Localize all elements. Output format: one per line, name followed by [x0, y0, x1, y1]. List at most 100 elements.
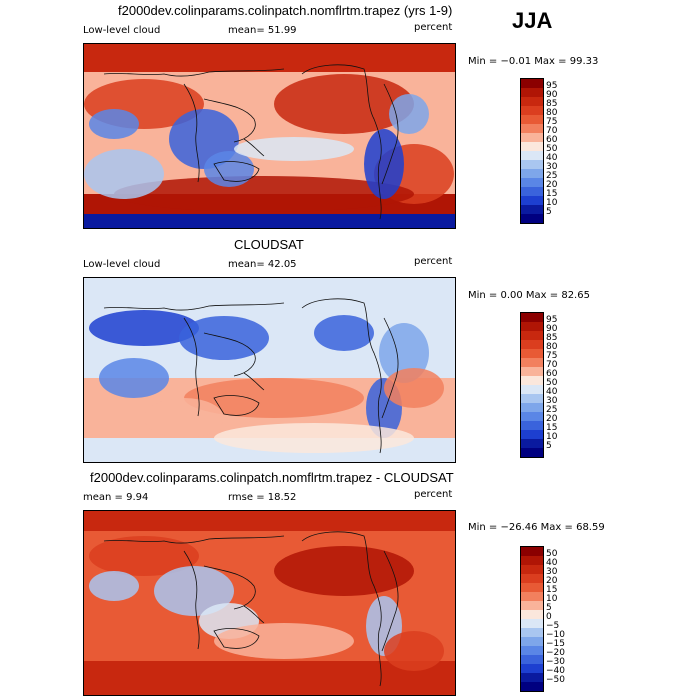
- colorbar-level-label: 25: [546, 171, 558, 181]
- colorbar-level-label: 40: [546, 387, 558, 397]
- colorbar-level-label: 85: [546, 333, 558, 343]
- colorbar-level-label: 60: [546, 369, 558, 379]
- season-label: JJA: [512, 8, 553, 33]
- panel1-title: f2000dev.colinparams.colinpatch.nomflrtm…: [118, 3, 453, 18]
- panel2-colorbar: [520, 312, 544, 458]
- colorbar-level-label: 10: [546, 594, 558, 604]
- panel1-unit-label: percent: [414, 22, 453, 33]
- colorbar-level-label: 20: [546, 414, 558, 424]
- colorbar-swatch: [521, 439, 543, 448]
- colorbar-level-label: 90: [546, 324, 558, 334]
- colorbar-swatch: [521, 610, 543, 619]
- colorbar-level-label: 50: [546, 549, 558, 559]
- colorbar-level-label: 5: [546, 441, 552, 451]
- panel2-unit-label: percent: [414, 256, 453, 267]
- colorbar-level-label: −50: [546, 675, 565, 685]
- colorbar-level-label: 10: [546, 432, 558, 442]
- colorbar-swatch: [521, 313, 543, 322]
- colorbar-level-label: 75: [546, 117, 558, 127]
- panel2-title: CLOUDSAT: [234, 237, 304, 252]
- colorbar-level-label: 5: [546, 603, 552, 613]
- colorbar-swatch: [521, 412, 543, 421]
- colorbar-swatch: [521, 448, 543, 457]
- colorbar-level-label: 15: [546, 423, 558, 433]
- colorbar-swatch: [521, 637, 543, 646]
- colorbar-swatch: [521, 160, 543, 169]
- panel3-mean-label: mean = 9.94: [83, 492, 149, 503]
- colorbar-level-label: 10: [546, 198, 558, 208]
- colorbar-swatch: [521, 565, 543, 574]
- colorbar-swatch: [521, 133, 543, 142]
- colorbar-swatch: [521, 142, 543, 151]
- colorbar-level-label: 95: [546, 81, 558, 91]
- colorbar-swatch: [521, 682, 543, 691]
- colorbar-level-label: 25: [546, 405, 558, 415]
- panel1-colorbar: [520, 78, 544, 224]
- colorbar-level-label: 60: [546, 135, 558, 145]
- colorbar-swatch: [521, 349, 543, 358]
- colorbar-swatch: [521, 574, 543, 583]
- colorbar-level-label: 40: [546, 153, 558, 163]
- panel2-mean-label: mean= 42.05: [228, 259, 297, 270]
- panel1-minmax: Min = −0.01 Max = 99.33: [468, 56, 599, 67]
- colorbar-level-label: 30: [546, 396, 558, 406]
- colorbar-level-label: 20: [546, 180, 558, 190]
- colorbar-level-label: 95: [546, 315, 558, 325]
- colorbar-level-label: 0: [546, 612, 552, 622]
- panel3-colorbar: [520, 546, 544, 692]
- colorbar-level-label: 50: [546, 378, 558, 388]
- colorbar-level-label: 80: [546, 342, 558, 352]
- colorbar-level-label: 20: [546, 576, 558, 586]
- colorbar-level-label: 80: [546, 108, 558, 118]
- colorbar-swatch: [521, 79, 543, 88]
- colorbar-level-label: 30: [546, 567, 558, 577]
- colorbar-swatch: [521, 421, 543, 430]
- panel2-variable-label: Low-level cloud: [83, 259, 161, 270]
- colorbar-swatch: [521, 628, 543, 637]
- colorbar-swatch: [521, 367, 543, 376]
- colorbar-level-label: −5: [546, 621, 560, 631]
- colorbar-swatch: [521, 547, 543, 556]
- colorbar-swatch: [521, 124, 543, 133]
- colorbar-swatch: [521, 196, 543, 205]
- colorbar-level-label: 30: [546, 162, 558, 172]
- colorbar-swatch: [521, 646, 543, 655]
- colorbar-swatch: [521, 376, 543, 385]
- colorbar-swatch: [521, 556, 543, 565]
- colorbar-swatch: [521, 430, 543, 439]
- colorbar-level-label: 75: [546, 351, 558, 361]
- colorbar-swatch: [521, 205, 543, 214]
- colorbar-level-label: 85: [546, 99, 558, 109]
- panel2-map: [83, 277, 456, 463]
- colorbar-swatch: [521, 619, 543, 628]
- colorbar-swatch: [521, 115, 543, 124]
- colorbar-level-label: 15: [546, 189, 558, 199]
- colorbar-level-label: −40: [546, 666, 565, 676]
- panel3-map: [83, 510, 456, 696]
- panel3-title: f2000dev.colinparams.colinpatch.nomflrtm…: [90, 470, 454, 485]
- colorbar-swatch: [521, 664, 543, 673]
- colorbar-swatch: [521, 601, 543, 610]
- colorbar-swatch: [521, 97, 543, 106]
- colorbar-swatch: [521, 358, 543, 367]
- colorbar-swatch: [521, 214, 543, 223]
- colorbar-swatch: [521, 106, 543, 115]
- panel1-mean-label: mean= 51.99: [228, 25, 297, 36]
- colorbar-swatch: [521, 394, 543, 403]
- colorbar-swatch: [521, 169, 543, 178]
- colorbar-level-label: 40: [546, 558, 558, 568]
- colorbar-swatch: [521, 655, 543, 664]
- colorbar-level-label: −10: [546, 630, 565, 640]
- colorbar-swatch: [521, 673, 543, 682]
- colorbar-swatch: [521, 583, 543, 592]
- colorbar-swatch: [521, 385, 543, 394]
- colorbar-level-label: 50: [546, 144, 558, 154]
- colorbar-swatch: [521, 187, 543, 196]
- colorbar-swatch: [521, 592, 543, 601]
- colorbar-swatch: [521, 88, 543, 97]
- panel1-map: [83, 43, 456, 229]
- panel2-minmax: Min = 0.00 Max = 82.65: [468, 290, 590, 301]
- panel3-minmax: Min = −26.46 Max = 68.59: [468, 522, 605, 533]
- panel3-unit-label: percent: [414, 489, 453, 500]
- panel1-variable-label: Low-level cloud: [83, 25, 161, 36]
